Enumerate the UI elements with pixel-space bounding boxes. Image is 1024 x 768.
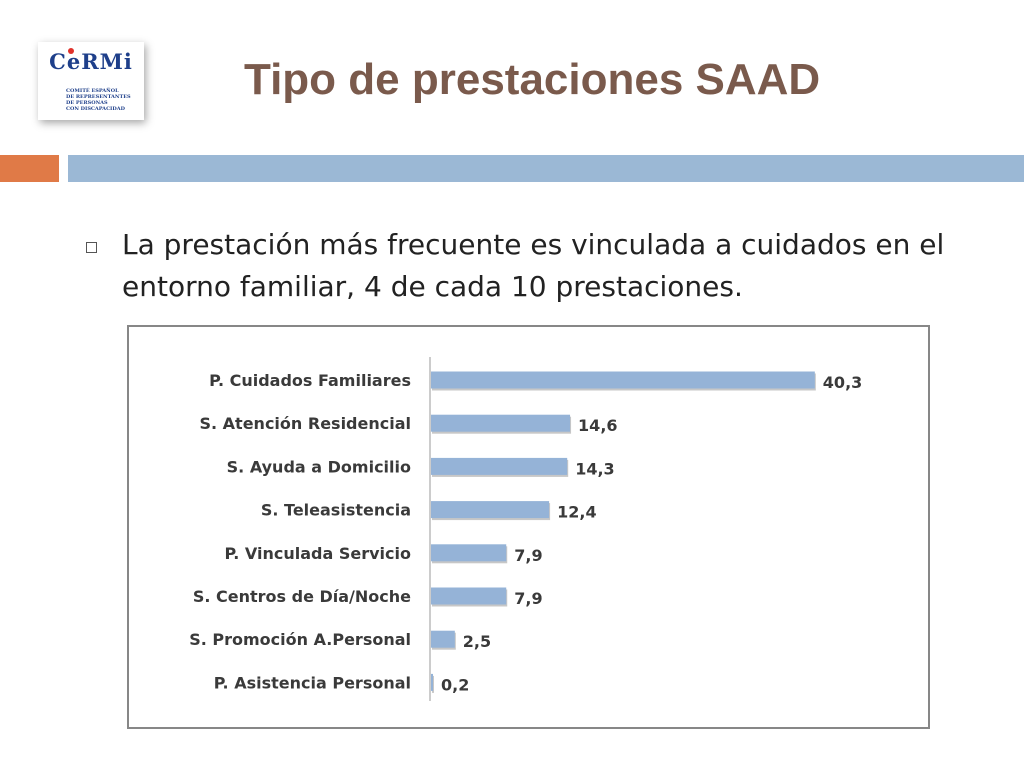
category-label: S. Atención Residencial <box>200 414 412 433</box>
category-label: S. Teleasistencia <box>261 501 411 520</box>
bar <box>431 457 568 475</box>
category-label: S. Ayuda a Domicilio <box>227 457 411 476</box>
bar <box>431 414 571 432</box>
bullet-text: La prestación más frecuente es vinculada… <box>122 228 945 303</box>
value-label: 12,4 <box>557 503 596 522</box>
bar <box>431 673 433 691</box>
bar <box>431 630 455 648</box>
header-accent-bar-blue <box>68 155 1024 182</box>
header-accent-bar-orange <box>0 155 59 182</box>
slide-title: Tipo de prestaciones SAAD <box>244 55 821 104</box>
bar <box>431 544 507 562</box>
value-label: 7,9 <box>514 546 542 565</box>
value-label: 40,3 <box>823 373 862 392</box>
value-label: 14,3 <box>575 459 614 478</box>
logo-subtitle-line: DE PERSONAS <box>66 100 108 106</box>
value-label: 2,5 <box>463 632 491 651</box>
logo-subtitle-line: CON DISCAPACIDAD <box>66 106 125 112</box>
logo-subtitle-line: COMITÉ ESPAÑOL <box>66 88 119 94</box>
value-label: 7,9 <box>514 589 542 608</box>
bar <box>431 371 815 389</box>
bar <box>431 587 507 605</box>
cermi-logo: CeRMi COMITÉ ESPAÑOL DE REPRESENTANTES D… <box>38 42 144 120</box>
logo-wordmark: CeRMi <box>49 49 133 74</box>
logo-dot <box>68 48 74 54</box>
category-label: S. Centros de Día/Noche <box>193 587 411 606</box>
bullet-square-icon <box>86 242 97 253</box>
category-label: P. Asistencia Personal <box>214 673 411 692</box>
chart-svg: P. Cuidados Familiares 40,3 S. Atención Re… <box>189 357 862 701</box>
bar <box>431 501 550 519</box>
logo-subtitle-line: DE REPRESENTANTES <box>66 94 131 100</box>
category-label: P. Cuidados Familiares <box>209 371 411 390</box>
bar-chart: P. Cuidados Familiares 40,3 S. Atención Re… <box>127 325 930 729</box>
category-label: S. Promoción A.Personal <box>189 630 411 649</box>
value-label: 14,6 <box>578 416 617 435</box>
value-label: 0,2 <box>441 675 469 694</box>
logo-subtitle: COMITÉ ESPAÑOL DE REPRESENTANTES DE PERS… <box>66 88 140 112</box>
category-label: P. Vinculada Servicio <box>224 544 411 563</box>
